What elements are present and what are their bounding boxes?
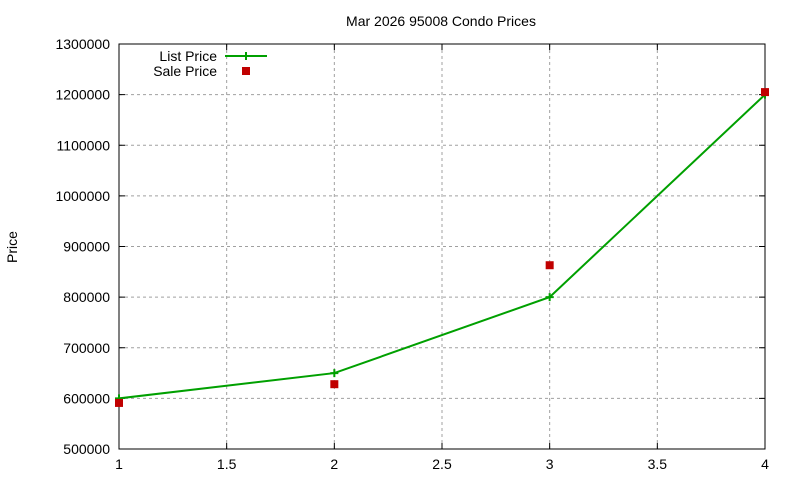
y-axis-label: Price: [4, 231, 20, 263]
y-tick-label: 600000: [63, 390, 110, 406]
series: [115, 88, 769, 407]
x-tick-label: 3: [546, 456, 554, 472]
legend-label: List Price: [159, 48, 217, 64]
y-tick-label: 700000: [63, 340, 110, 356]
sale-price-marker: [115, 398, 123, 407]
x-tick-label: 1.5: [217, 456, 237, 472]
list-price-marker: [330, 369, 339, 378]
x-tick-label: 4: [761, 456, 769, 472]
sale-price-marker: [761, 88, 769, 97]
y-tick-label: 1100000: [57, 137, 111, 153]
list-price-marker: [545, 293, 554, 302]
y-tick-label: 500000: [63, 441, 110, 457]
y-tick-label: 1200000: [55, 87, 110, 103]
chart-title: Mar 2026 95008 Condo Prices: [346, 13, 536, 29]
x-axis-ticks: 1 1.5 2 2.5 3 3.5 4: [115, 44, 769, 472]
y-tick-label: 900000: [63, 239, 110, 255]
list-price-line: [118, 93, 766, 400]
sale-price-marker: [545, 261, 554, 270]
x-tick-label: 2.5: [432, 456, 452, 472]
y-tick-label: 800000: [63, 289, 110, 305]
sale-price-marker: [330, 380, 339, 389]
x-tick-label: 3.5: [648, 456, 668, 472]
legend-label: Sale Price: [153, 63, 217, 79]
y-tick-label: 1300000: [55, 36, 110, 52]
x-tick-label: 2: [330, 456, 338, 472]
legend-plus-icon: [242, 52, 250, 60]
y-tick-label: 1000000: [55, 188, 110, 204]
x-tick-label: 1: [115, 456, 123, 472]
grid: [119, 44, 765, 449]
legend-square-icon: [242, 67, 250, 75]
